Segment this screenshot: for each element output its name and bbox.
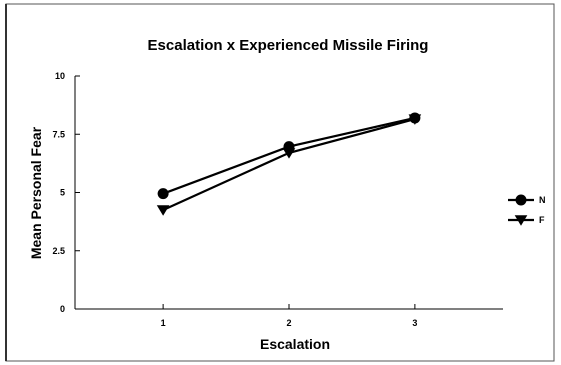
- x-tick-label: 1: [161, 318, 166, 328]
- series-layer: [156, 112, 422, 216]
- legend-label-F: F: [539, 215, 545, 225]
- y-axis-label: Mean Personal Fear: [28, 126, 44, 259]
- data-point-F: [282, 148, 296, 159]
- y-tick-label: 2.5: [52, 246, 65, 256]
- series-F: [156, 114, 422, 216]
- x-ticks: 1 2 3: [161, 304, 417, 328]
- legend: NF: [508, 194, 546, 226]
- chart-title: Escalation x Experienced Missile Firing: [148, 37, 429, 54]
- y-tick-label: 10: [55, 71, 65, 81]
- y-tick-label: 5: [60, 188, 65, 198]
- x-axis-label: Escalation: [260, 336, 330, 352]
- y-ticks: 0 2.5 5 7.5 10: [52, 71, 80, 314]
- data-point-F: [408, 114, 422, 125]
- plot-area: 0 2.5 5 7.5 10 1 2 3: [52, 71, 503, 328]
- legend-label-N: N: [539, 195, 546, 205]
- x-tick-label: 3: [412, 318, 417, 328]
- data-point-F: [156, 205, 170, 216]
- y-tick-label: 0: [60, 304, 65, 314]
- data-point-N: [157, 188, 169, 200]
- legend-marker-F: [514, 215, 528, 226]
- y-tick-label: 7.5: [52, 129, 65, 139]
- series-line-F: [162, 118, 416, 211]
- x-tick-label: 2: [286, 318, 291, 328]
- chart-frame: [5, 3, 555, 362]
- legend-marker-N: [515, 194, 527, 206]
